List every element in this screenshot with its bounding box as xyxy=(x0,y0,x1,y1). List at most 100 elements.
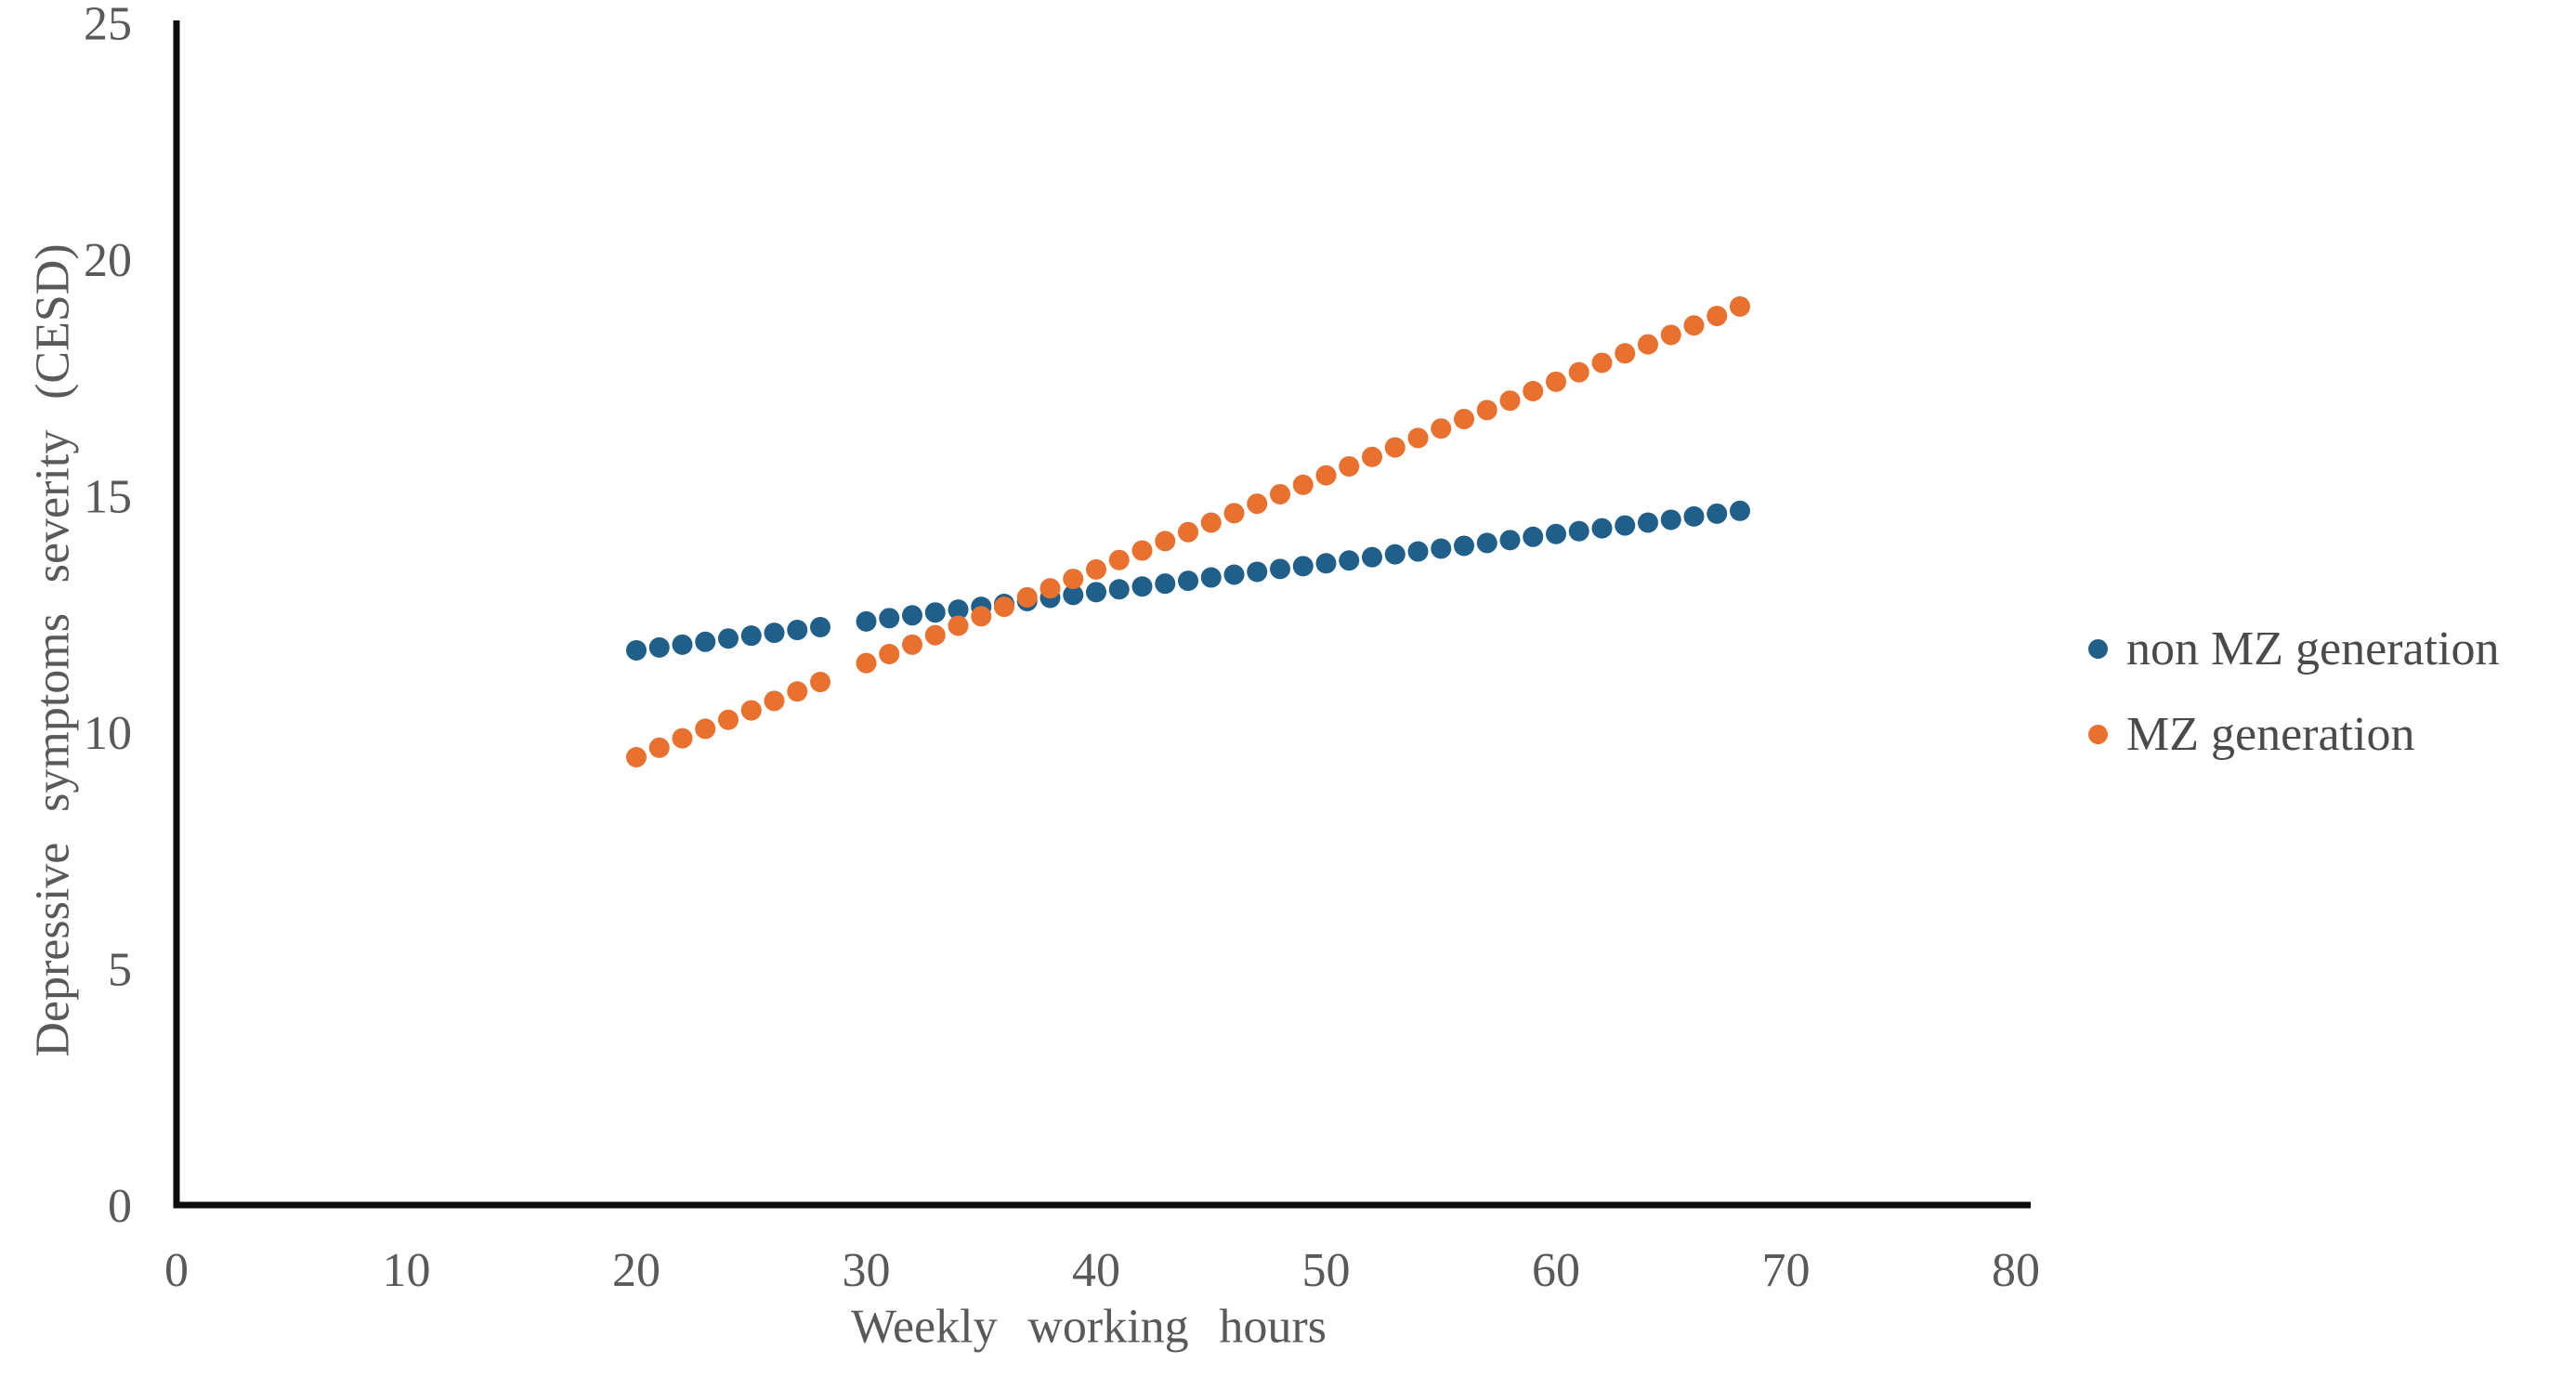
scatter-point-mz xyxy=(787,681,808,702)
scatter-point-mz xyxy=(902,634,922,655)
scatter-point-non-mz xyxy=(764,622,785,644)
scatter-point-non-mz xyxy=(1131,576,1153,597)
scatter-point-non-mz xyxy=(1339,550,1360,571)
y-tick-label: 15 xyxy=(84,471,132,524)
scatter-point-non-mz xyxy=(1499,530,1521,551)
scatter-point-mz xyxy=(1247,493,1268,515)
y-tick-label: 25 xyxy=(84,0,132,51)
scatter-point-mz xyxy=(1546,371,1566,392)
scatter-point-non-mz xyxy=(1292,556,1314,577)
scatter-point-non-mz xyxy=(1683,505,1705,527)
scatter-point-non-mz xyxy=(948,599,969,621)
scatter-point-non-mz xyxy=(1454,535,1474,557)
x-tick-label: 20 xyxy=(612,1244,660,1297)
scatter-point-non-mz xyxy=(626,639,647,661)
scatter-point-non-mz xyxy=(879,608,900,629)
scatter-point-mz xyxy=(1223,503,1245,524)
x-tick-label: 40 xyxy=(1072,1244,1120,1297)
x-tick-label: 10 xyxy=(383,1244,431,1297)
scatter-point-non-mz xyxy=(856,610,877,632)
scatter-point-non-mz xyxy=(810,617,830,638)
scatter-point-mz xyxy=(948,615,969,636)
scatter-point-mz xyxy=(718,709,739,730)
scatter-point-non-mz xyxy=(1431,538,1452,559)
x-axis-title: Weekly working hours xyxy=(851,1300,1327,1354)
scatter-point-non-mz xyxy=(1730,500,1750,521)
scatter-point-non-mz xyxy=(1523,526,1544,547)
scatter-point-mz xyxy=(1178,521,1198,543)
scatter-point-non-mz xyxy=(1247,561,1268,583)
scatter-point-mz xyxy=(695,718,716,740)
scatter-point-mz xyxy=(1292,474,1314,495)
scatter-point-mz xyxy=(1362,446,1382,467)
legend-label-mz: MZ generation xyxy=(2126,707,2415,761)
scatter-point-mz xyxy=(1454,409,1474,430)
scatter-point-non-mz xyxy=(1200,567,1222,588)
scatter-point-mz xyxy=(1660,324,1681,346)
legend-item-mz-generation: MZ generation xyxy=(2088,708,2499,761)
scatter-point-mz xyxy=(971,606,992,627)
scatter-point-mz xyxy=(810,672,830,693)
scatter-point-mz xyxy=(1040,578,1061,599)
scatter-point-mz xyxy=(1499,390,1521,412)
scatter-point-non-mz xyxy=(902,605,922,626)
scatter-point-mz xyxy=(1476,400,1497,421)
x-tick-label: 30 xyxy=(843,1244,891,1297)
scatter-point-non-mz xyxy=(787,620,808,641)
scatter-point-non-mz xyxy=(672,634,693,655)
scatter-point-mz xyxy=(1155,531,1176,552)
scatter-point-mz xyxy=(856,652,877,674)
scatter-point-non-mz xyxy=(1546,523,1566,544)
x-tick-label: 60 xyxy=(1532,1244,1580,1297)
y-tick-label: 10 xyxy=(84,707,132,760)
scatter-point-non-mz xyxy=(695,631,716,652)
scatter-point-mz xyxy=(1615,343,1636,364)
scatter-point-mz xyxy=(1638,334,1658,355)
scatter-point-mz xyxy=(672,727,693,749)
scatter-point-mz xyxy=(1131,540,1153,561)
scatter-point-mz xyxy=(1270,483,1290,504)
legend-marker-non-mz-icon xyxy=(2088,638,2108,659)
scatter-point-mz xyxy=(648,737,670,758)
scatter-point-non-mz xyxy=(1155,573,1176,595)
scatter-point-mz xyxy=(1108,549,1130,570)
scatter-point-non-mz xyxy=(1384,544,1406,565)
scatter-point-non-mz xyxy=(1223,564,1245,585)
scatter-point-mz xyxy=(764,690,785,712)
scatter-point-non-mz xyxy=(1086,582,1106,603)
scatter-point-mz xyxy=(1063,569,1084,590)
scatter-point-non-mz xyxy=(648,636,670,658)
scatter-point-mz xyxy=(1730,295,1750,317)
scatter-point-mz xyxy=(879,644,900,665)
legend: non MZ generation MZ generation xyxy=(2088,622,2499,761)
scatter-point-mz xyxy=(924,624,946,646)
scatter-point-mz xyxy=(1384,437,1406,458)
scatter-point-mz xyxy=(626,746,647,767)
scatter-point-non-mz xyxy=(1407,541,1429,562)
x-tick-label: 80 xyxy=(1992,1244,2040,1297)
scatter-point-non-mz xyxy=(740,625,762,647)
y-tick-label: 20 xyxy=(84,234,132,287)
scatter-point-non-mz xyxy=(1568,520,1589,542)
x-tick-label: 70 xyxy=(1762,1244,1811,1297)
scatter-point-non-mz xyxy=(1615,515,1636,536)
scatter-point-non-mz xyxy=(1660,509,1681,531)
y-tick-label: 5 xyxy=(108,944,132,997)
scatter-point-non-mz xyxy=(1315,553,1337,574)
scatter-point-mz xyxy=(1200,512,1222,533)
scatter-point-non-mz xyxy=(1706,503,1728,524)
scatter-point-mz xyxy=(1706,306,1728,327)
x-tick-label: 50 xyxy=(1302,1244,1351,1297)
scatter-point-mz xyxy=(1016,586,1038,608)
scatter-point-non-mz xyxy=(1270,558,1290,580)
scatter-point-non-mz xyxy=(1638,512,1658,533)
scatter-point-mz xyxy=(1339,455,1360,477)
scatter-point-mz xyxy=(1591,352,1613,373)
y-tick-label: 0 xyxy=(108,1180,132,1233)
scatter-point-non-mz xyxy=(1178,570,1198,592)
scatter-point-non-mz xyxy=(718,628,739,649)
scatter-point-non-mz xyxy=(1591,518,1613,539)
scatter-point-mz xyxy=(740,700,762,721)
scatter-point-mz xyxy=(1086,558,1106,580)
scatter-point-mz xyxy=(1523,381,1544,402)
